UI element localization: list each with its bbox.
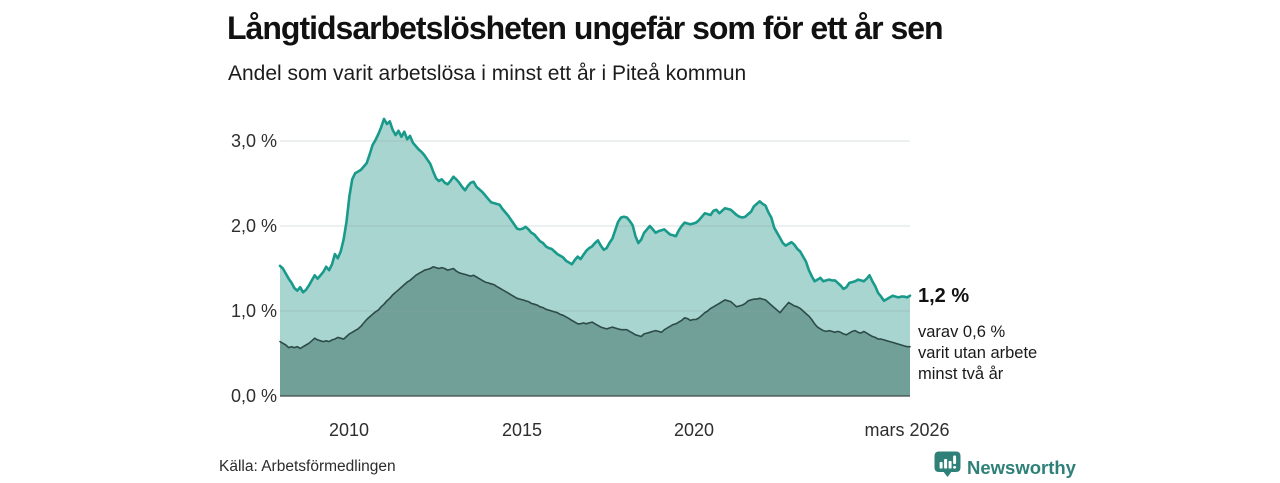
x-tick-label: 2020 [673, 420, 715, 440]
newsworthy-logo-icon [934, 451, 961, 483]
y-tick-label: 2,0 % [230, 216, 277, 236]
x-tick-label: 2010 [328, 420, 370, 440]
brand-logo: Newsworthy [934, 451, 1076, 483]
series-end-note: varav 0,6 % varit utan arbete minst två … [918, 322, 1037, 385]
series-end-value-label: 1,2 % [918, 285, 970, 307]
x-tick-label: mars 2026 [864, 420, 950, 440]
series-end-note-line: minst två år [918, 365, 1004, 383]
brand-name: Newsworthy [967, 456, 1076, 478]
series-end-note-line: varit utan arbete [918, 344, 1038, 362]
page-title: Långtidsarbetslösheten ungefär som för e… [227, 10, 944, 46]
source-credit: Källa: Arbetsförmedlingen [219, 458, 396, 475]
x-tick-label: 2015 [501, 420, 543, 440]
chart-subtitle: Andel som varit arbetslösa i minst ett å… [228, 62, 747, 85]
y-tick-label: 3,0 % [230, 131, 277, 151]
y-tick-label: 1,0 % [230, 301, 277, 321]
y-tick-label: 0,0 % [230, 386, 277, 406]
series-end-note-line: varav 0,6 % [918, 323, 1006, 341]
